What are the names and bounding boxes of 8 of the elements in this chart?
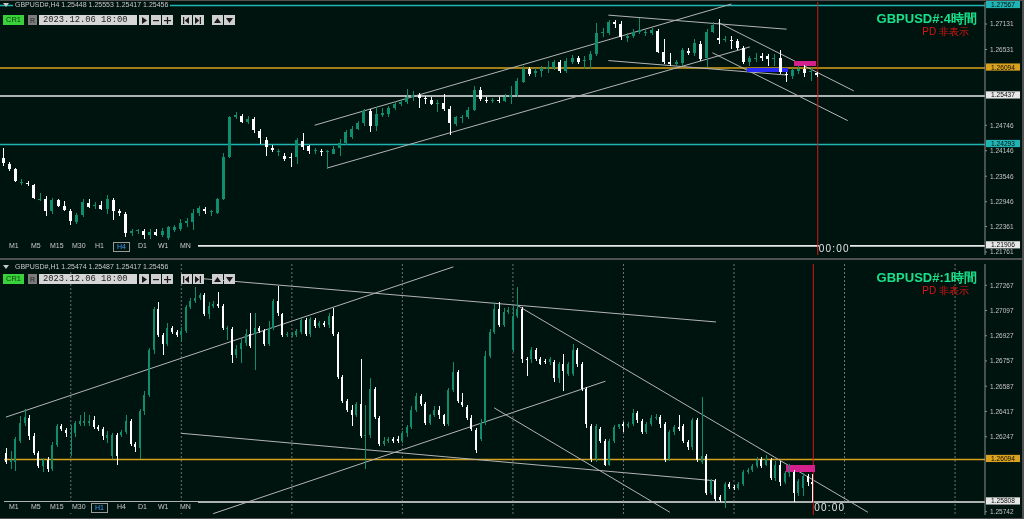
date-field: 2023.12.06 18:00 xyxy=(39,15,137,25)
text: PD 非表示 xyxy=(922,285,969,296)
text: GBPUSD#:1時間 xyxy=(876,270,977,285)
text: PD 非表示 xyxy=(922,26,969,37)
date-field: 2023.12.06 18:00 xyxy=(39,274,137,284)
annotation: 00:00 xyxy=(818,243,850,254)
text: GBPUSD#:4時間 xyxy=(876,11,977,26)
annotation: 00:00 xyxy=(814,502,846,513)
